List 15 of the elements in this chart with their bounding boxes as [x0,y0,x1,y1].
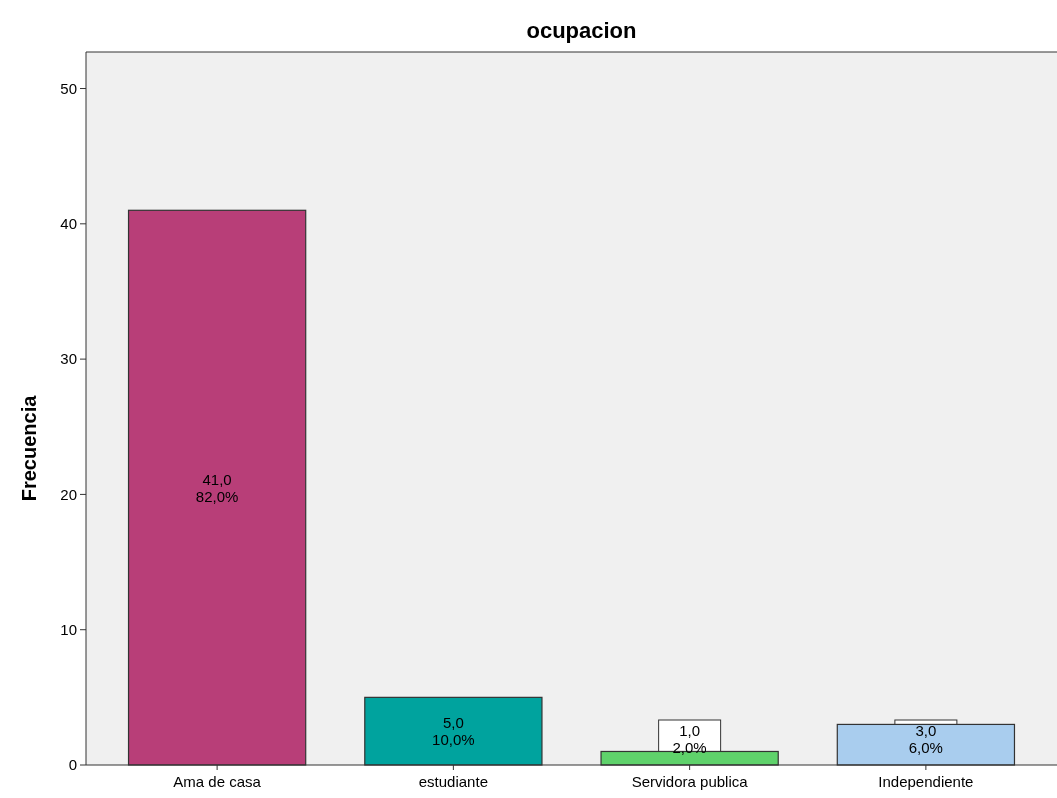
y-tick-label: 30 [60,350,77,368]
y-tick-label: 50 [60,79,77,97]
x-tick-label: Servidora publica [631,773,749,790]
data-label: 41,0 82,0% [195,470,239,505]
data-label: 3,0 6,0% [908,722,943,756]
chart-title: ocupacion [526,18,637,43]
y-tick-label: 10 [60,620,77,638]
y-axis-title: Frecuencia [18,394,40,502]
y-tick-label: 20 [60,485,77,503]
y-tick-label: 40 [60,215,77,233]
x-tick-label: estudiante [418,773,488,790]
y-tick-label: 0 [68,756,77,774]
x-tick-label: Independiente [878,773,974,790]
data-label: 5,0 10,0% [432,714,475,749]
x-tick-label: Ama de casa [173,773,262,790]
